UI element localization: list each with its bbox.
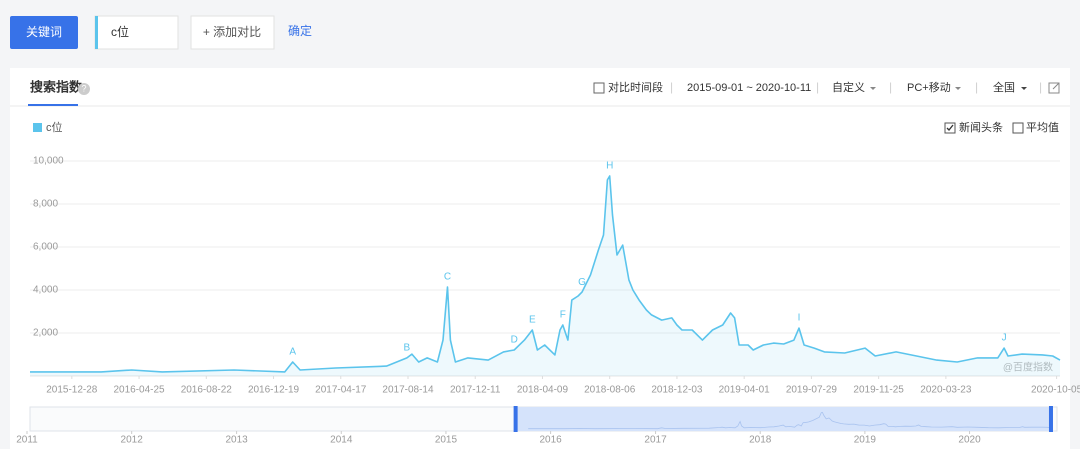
separator: |	[975, 80, 978, 94]
annotation: D	[511, 335, 518, 346]
add-compare-button[interactable]	[190, 15, 275, 50]
watermark: @百度指数	[1003, 361, 1053, 374]
x-tick-label: 2020-10-05	[1031, 385, 1080, 396]
tab-title[interactable]: 搜索指数	[30, 79, 83, 94]
annotation: J	[1002, 333, 1007, 344]
y-tick-label: 8,000	[33, 199, 58, 210]
annotation: A	[289, 347, 296, 358]
x-tick-label: 2016-04-25	[113, 385, 165, 396]
x-tick-label: 2017-08-14	[382, 385, 434, 396]
annotation: B	[404, 343, 411, 354]
annotation: I	[798, 313, 801, 324]
keyword-button[interactable]	[10, 16, 78, 49]
y-tick-label: 10,000	[33, 156, 64, 167]
keyword-color	[95, 16, 98, 49]
card	[10, 68, 1070, 449]
keyword-input[interactable]	[94, 15, 179, 50]
news-label[interactable]: 新闻头条	[959, 120, 1003, 134]
dropdown-arrow	[955, 87, 961, 90]
x-tick-label: 2019-07-29	[786, 385, 838, 396]
separator: |	[889, 80, 892, 94]
compare-checkbox[interactable]	[593, 82, 605, 94]
x-tick-label: 2017-04-17	[315, 385, 367, 396]
annotation: H	[606, 161, 613, 172]
export-icon[interactable]	[1048, 82, 1060, 94]
add-compare-label[interactable]: + 添加对比	[203, 25, 261, 39]
navigator-handle[interactable]	[513, 406, 518, 432]
region-select[interactable]: 全国	[993, 80, 1015, 94]
navigator-tick-label: 2017	[644, 435, 667, 446]
custom-select[interactable]: 自定义	[832, 80, 865, 94]
separator: |	[670, 80, 673, 94]
x-tick-label: 2019-11-25	[853, 385, 904, 396]
annotation: F	[560, 310, 566, 321]
x-tick-label: 2018-04-09	[517, 385, 569, 396]
x-tick-label: 2018-12-03	[651, 385, 703, 396]
average-checkbox[interactable]	[1012, 122, 1024, 134]
y-tick-label: 2,000	[33, 328, 58, 339]
y-tick-label: 6,000	[33, 242, 58, 253]
keyword-button-label[interactable]: 关键词	[26, 25, 62, 39]
navigator-tick-label: 2011	[16, 435, 38, 446]
annotation: C	[444, 272, 451, 283]
line	[30, 175, 1061, 373]
x-tick-label: 2018-08-06	[584, 385, 636, 396]
x-tick-label: 2016-08-22	[181, 385, 233, 396]
x-tick-label: 2017-12-11	[450, 385, 501, 396]
x-tick-label: 2020-03-23	[920, 385, 972, 396]
help-mark: ?	[81, 83, 86, 93]
dropdown-arrow	[870, 87, 876, 90]
help-icon[interactable]	[78, 83, 90, 95]
annotation: G	[578, 277, 586, 288]
keyword-text[interactable]: c位	[111, 24, 129, 39]
x-tick-label: 2016-12-19	[248, 385, 300, 396]
x-tick-label: 2015-12-28	[46, 385, 98, 396]
navigator-handle[interactable]	[1048, 406, 1053, 432]
navigator-tick-label: 2020	[958, 435, 981, 446]
navigator-tick-label: 2015	[435, 435, 458, 446]
check-mark	[946, 124, 954, 131]
confirm-link[interactable]: 确定	[288, 23, 312, 38]
navigator-tick-label: 2014	[330, 435, 353, 446]
x-tick-label: 2019-04-01	[719, 385, 771, 396]
date-range[interactable]: 2015-09-01 ~ 2020-10-11	[687, 82, 811, 94]
navigator-tick-label: 2013	[225, 435, 248, 446]
device-select[interactable]: PC+移动	[907, 81, 951, 94]
separator: |	[1039, 80, 1042, 94]
navigator-tick-label: 2019	[854, 435, 877, 446]
navigator-line	[528, 411, 1052, 430]
compare-period[interactable]: 对比时间段	[608, 80, 663, 94]
separator: |	[816, 80, 819, 94]
navigator-tick-label: 2012	[121, 435, 144, 446]
average-label[interactable]: 平均值	[1026, 121, 1059, 134]
y-tick-label: 4,000	[33, 285, 58, 296]
dropdown-arrow	[1021, 87, 1027, 90]
navigator-tick-label: 2016	[539, 435, 562, 446]
annotation: E	[529, 315, 536, 326]
navigator-tick-label: 2018	[749, 435, 772, 446]
legend-label[interactable]: c位	[46, 120, 63, 134]
legend-swatch	[33, 123, 42, 132]
